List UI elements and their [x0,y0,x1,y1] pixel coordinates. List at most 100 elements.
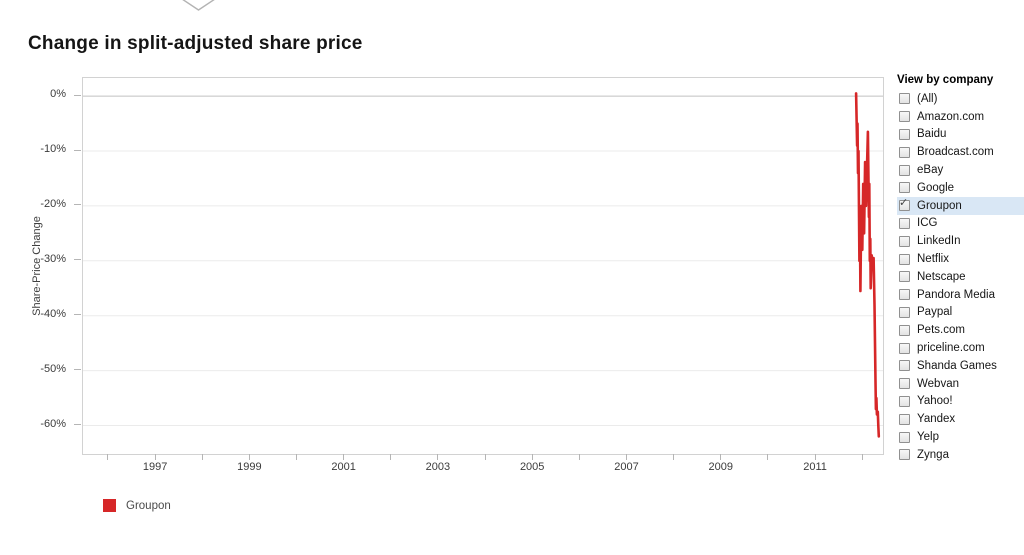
y-tick-label: -60% [40,417,66,430]
x-tick-label: 2011 [803,461,827,473]
share-price-line-chart [83,92,883,438]
plot-area [82,77,884,455]
checkbox-icon[interactable] [899,146,910,158]
company-label: Pandora Media [917,288,995,301]
company-filter-item-icg[interactable]: ICG [897,215,1024,233]
checkmark-icon: ✓ [899,197,909,210]
x-tick-mark [767,454,769,460]
company-label: Baidu [917,128,947,141]
company-filter-item-ebay[interactable]: eBay [897,161,1024,179]
x-tick-label: 2003 [425,461,451,473]
x-tick-mark [814,454,816,460]
checkbox-icon[interactable] [899,217,910,229]
checkbox-icon[interactable] [899,431,910,443]
checkbox-icon[interactable] [899,395,910,407]
legend-color-swatch [103,499,116,512]
page-title: Change in split-adjusted share price [28,33,363,54]
company-filter-item-priceline-com[interactable]: priceline.com [897,339,1024,357]
company-filter-item-yandex[interactable]: Yandex [897,410,1024,428]
checkbox-icon[interactable] [899,93,910,105]
company-label: Broadcast.com [917,146,994,159]
checkbox-icon[interactable] [899,360,910,372]
x-tick-mark [107,454,109,460]
company-filter-item-pandora-media[interactable]: Pandora Media [897,286,1024,304]
x-tick-mark [248,454,250,460]
checkbox-icon[interactable] [899,111,910,123]
company-filter-item-groupon[interactable]: ✓ Groupon [897,196,1024,215]
checkbox-icon[interactable] [899,289,910,301]
company-label: Amazon.com [917,110,985,123]
company-filter-item-pets-com[interactable]: Pets.com [897,321,1024,339]
company-label: Paypal [917,306,953,319]
y-tick-mark [74,94,81,96]
checkbox-icon[interactable] [899,324,910,336]
company-filter-item-zynga[interactable]: Zynga [897,446,1024,464]
checkbox-icon[interactable] [899,449,910,461]
x-tick-mark [578,454,580,460]
company-label: Pets.com [917,324,965,337]
company-label: LinkedIn [917,235,961,248]
x-tick-mark [343,454,345,460]
company-label: Shanda Games [917,359,997,372]
checkbox-icon[interactable] [899,235,910,247]
checkbox-icon[interactable] [899,182,910,194]
y-tick-label: -10% [40,143,66,155]
company-filter-item-amazon-com[interactable]: Amazon.com [897,108,1024,126]
chevron-down-icon [182,0,215,11]
x-tick-mark [720,454,722,460]
y-tick-mark [74,424,81,425]
company-filter-item-shanda-games[interactable]: Shanda Games [897,357,1024,375]
checkbox-icon[interactable] [899,342,910,354]
checkbox-icon[interactable] [899,378,910,390]
company-filter-item-netscape[interactable]: Netscape [897,268,1024,286]
company-label: (All) [917,92,938,105]
x-tick-label: 1997 [142,461,168,473]
company-filter-item-yahoo[interactable]: Yahoo! [897,393,1024,411]
y-tick-mark [74,259,81,261]
panel-header: View by company [897,74,994,86]
company-filter-item-paypal[interactable]: Paypal [897,304,1024,322]
y-tick-mark [74,204,81,206]
y-tick-label: -50% [40,362,66,375]
company-label: Webvan [917,377,959,390]
company-label: Netflix [917,253,949,266]
x-tick-mark [531,454,533,460]
x-tick-mark [626,454,627,460]
y-tick-label: -30% [40,252,66,265]
x-tick-label: 2001 [331,461,356,473]
company-label: Yahoo! [917,395,953,408]
x-tick-label: 2009 [708,461,734,473]
company-filter-item-broadcast-com[interactable]: Broadcast.com [897,143,1024,161]
y-tick-label: 0% [50,88,66,101]
company-list: (All) Amazon.com Baidu Broadcast.com eBay Goo… [897,90,1024,464]
checkbox-icon[interactable] [899,164,910,176]
company-label: Groupon [917,199,962,212]
checkbox-icon[interactable] [899,306,910,318]
company-filter-item-yelp[interactable]: Yelp [897,428,1024,446]
y-tick-mark [74,314,81,316]
checkbox-icon[interactable] [899,128,910,140]
company-filter-item-linkedin[interactable]: LinkedIn [897,232,1024,250]
x-tick-mark [673,454,675,460]
checkbox-checked-icon[interactable]: ✓ [899,197,910,212]
x-tick-label: 1999 [237,461,262,473]
x-tick-mark [390,454,392,460]
company-label: Yandex [917,413,956,426]
company-filter-item-netflix[interactable]: Netflix [897,250,1024,268]
company-label: ICG [917,217,938,230]
series-line-groupon[interactable] [854,92,881,438]
legend-label: Groupon [126,499,171,512]
company-label: Google [917,181,955,194]
checkbox-icon[interactable] [899,413,910,425]
company-filter-item-webvan[interactable]: Webvan [897,375,1024,393]
company-filter-item-baidu[interactable]: Baidu [897,126,1024,144]
checkbox-icon[interactable] [899,253,910,265]
legend: Groupon [103,499,171,512]
x-tick-mark [861,454,863,460]
company-filter-item-all[interactable]: (All) [897,90,1024,108]
company-filter-item-google[interactable]: Google [897,179,1024,197]
y-axis-title: Share-Price Change [31,216,43,316]
checkbox-icon[interactable] [899,271,910,283]
x-tick-label: 2007 [614,461,639,473]
